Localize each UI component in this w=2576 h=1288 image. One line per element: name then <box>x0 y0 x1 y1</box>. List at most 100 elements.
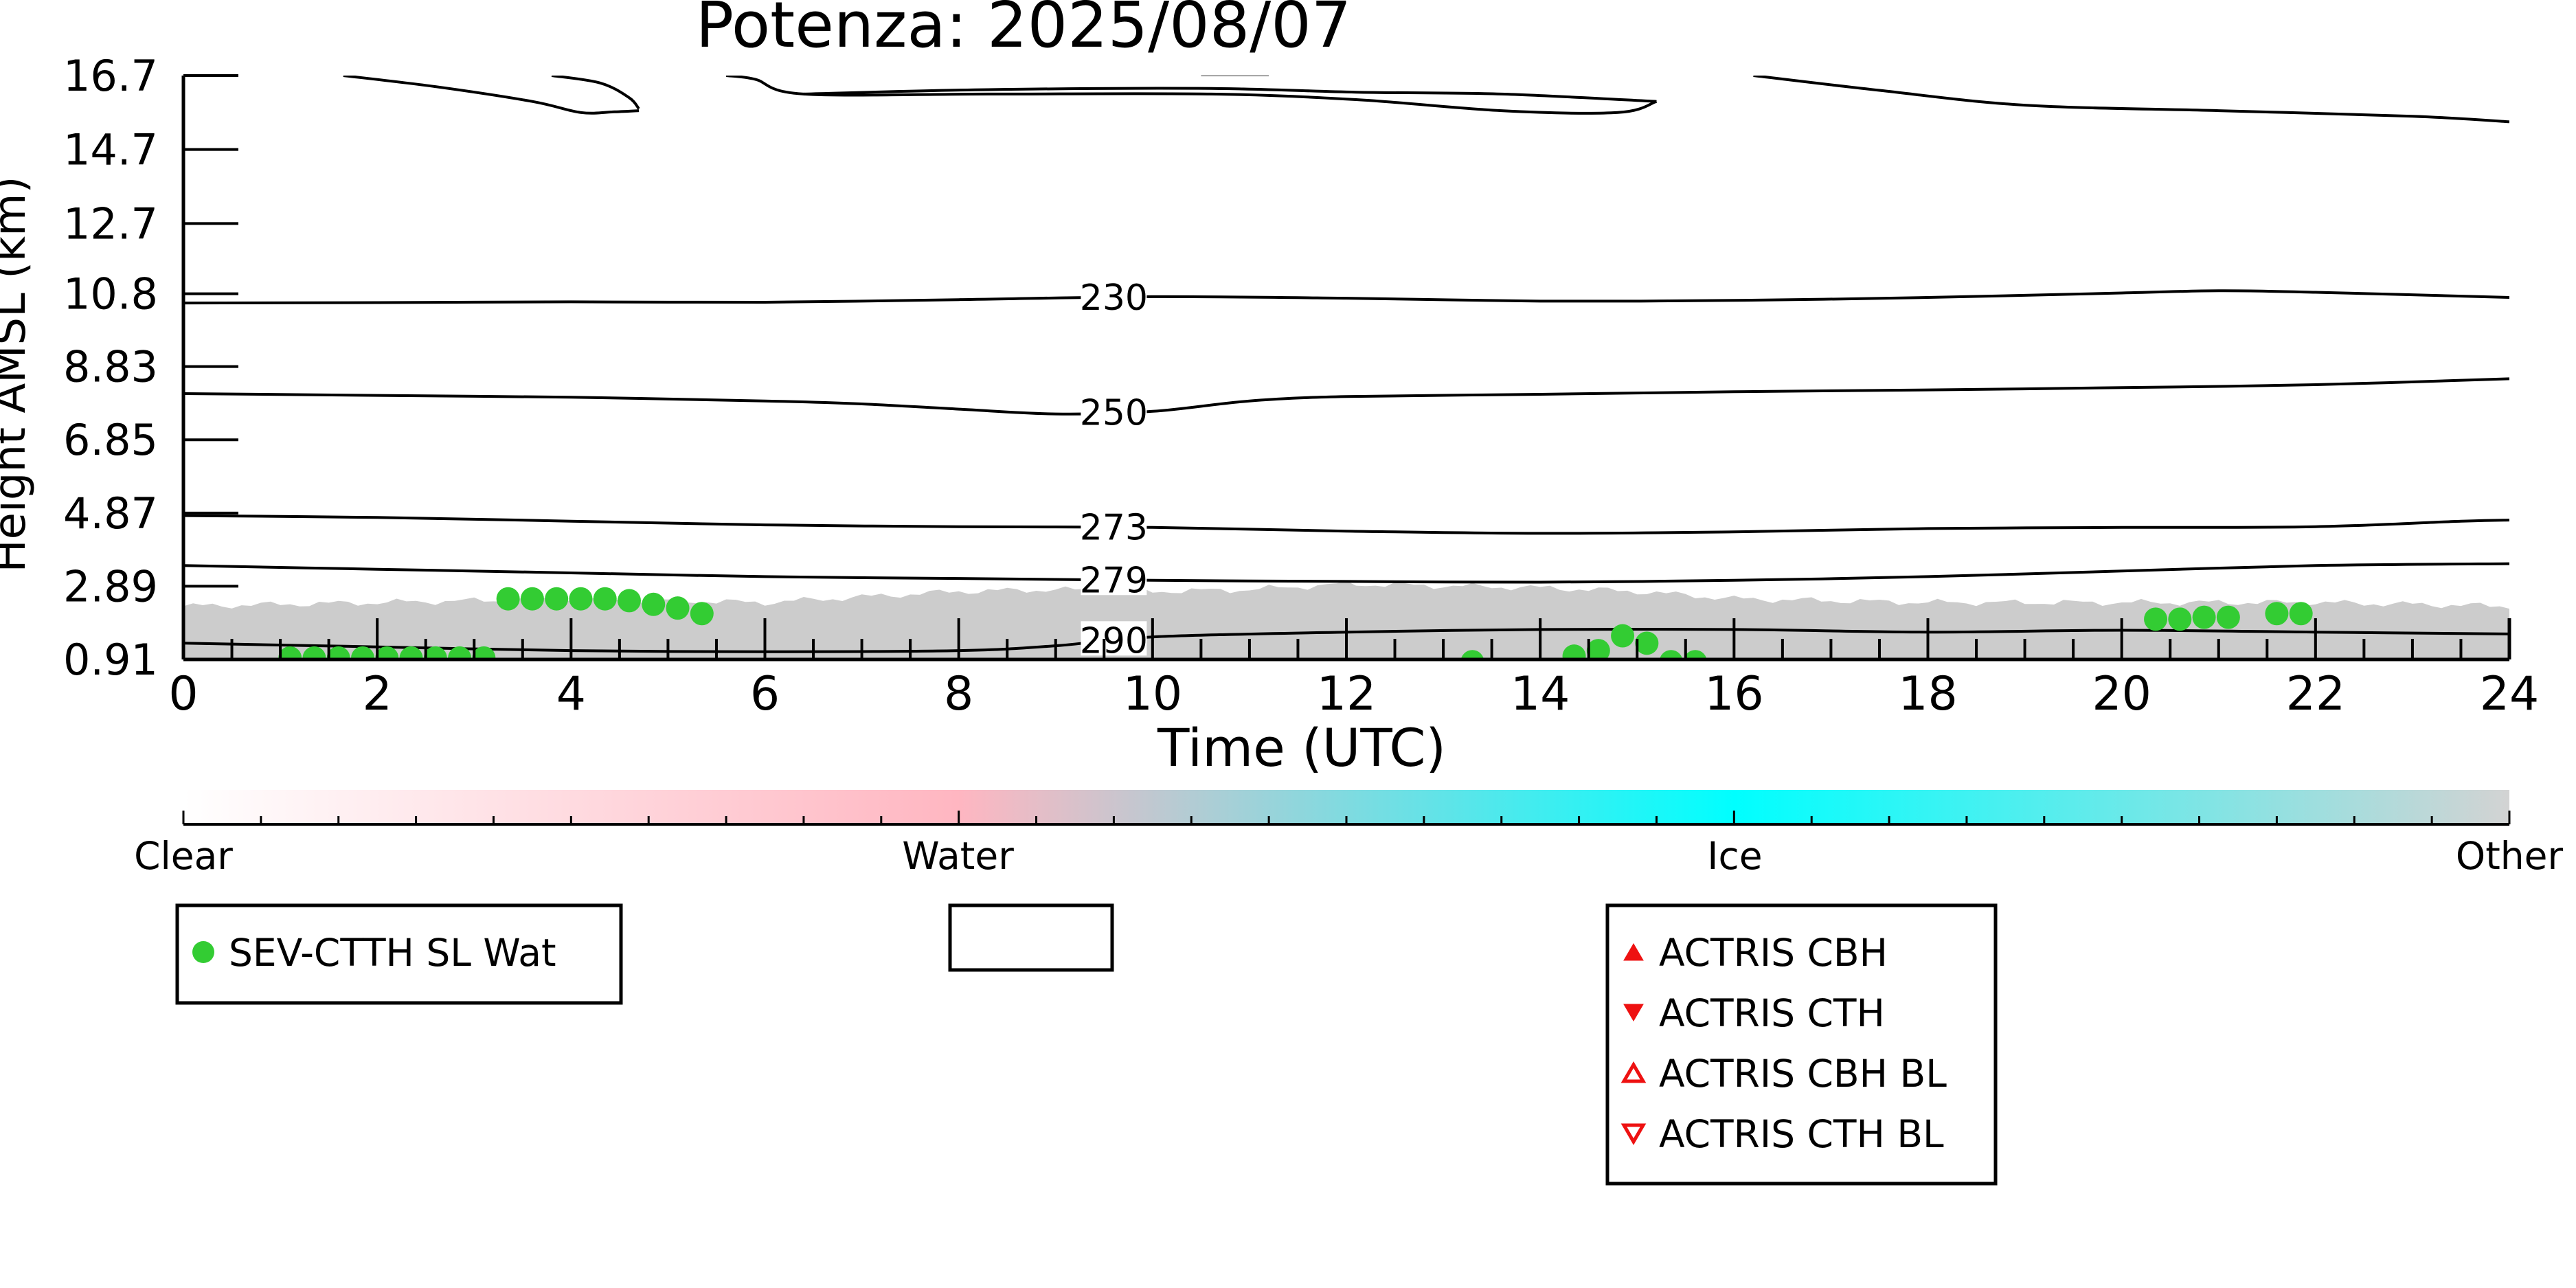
x-tick-label: 12 <box>1317 667 1377 721</box>
x-tick-label: 4 <box>556 667 586 721</box>
x-tick-label: 2 <box>363 667 392 721</box>
legend-box <box>1605 903 1998 1186</box>
data-point <box>278 646 302 659</box>
legend-marker <box>1623 943 1644 961</box>
x-tick-label: 6 <box>750 667 780 721</box>
isotherm-273-label: 273 <box>1080 508 1148 549</box>
legend-entry-label: ACTRIS CTH BL <box>1659 1112 1944 1156</box>
data-point <box>2216 605 2240 629</box>
isotherm-279-line <box>183 562 2509 584</box>
isotherm-230-label-bg <box>1081 278 1147 313</box>
legend-entry-label: ACTRIS CTH <box>1659 991 1885 1035</box>
data-point <box>448 646 472 659</box>
data-point <box>1659 650 1683 659</box>
legend-box <box>175 903 623 1005</box>
y-tick-label: 4.87 <box>63 488 158 539</box>
data-point <box>2168 607 2192 631</box>
data-point <box>326 646 350 659</box>
data-point <box>690 602 714 626</box>
x-tick-label: 22 <box>2286 667 2346 721</box>
x-tick-label: 18 <box>1898 667 1958 721</box>
tropopause-contour-0 <box>343 76 640 115</box>
isotherm-250-line <box>183 377 2509 416</box>
colorbar-label: Other <box>2456 834 2564 878</box>
data-point <box>617 589 641 613</box>
tropopause-contour-3 <box>803 87 1657 103</box>
tropopause-contour-2 <box>725 76 1658 115</box>
data-point <box>2289 602 2313 626</box>
data-point <box>1611 624 1635 648</box>
x-tick-label: 24 <box>2480 667 2540 721</box>
isotherm-230-line <box>183 289 2509 305</box>
isotherm-250-label-bg <box>1081 393 1147 428</box>
sev-ctth-series <box>278 587 2313 659</box>
chart-title: Potenza: 2025/08/07 <box>696 0 1352 62</box>
y-tick-label: 16.7 <box>63 51 158 101</box>
data-point <box>375 646 399 659</box>
tropopause-contour-5 <box>1753 76 2509 124</box>
y-tick-label: 14.7 <box>63 125 158 175</box>
x-tick-label: 0 <box>168 667 198 721</box>
data-point <box>1684 650 1707 659</box>
data-point <box>472 646 496 659</box>
y-tick-label: 6.85 <box>63 415 158 465</box>
isotherm-273-line <box>183 514 2509 535</box>
colorbar-label: Ice <box>1707 834 1762 878</box>
data-point <box>2192 605 2216 629</box>
legend-box <box>948 903 1114 972</box>
legend-marker <box>192 941 214 963</box>
isotherm-279-label-bg <box>1081 561 1147 596</box>
isotherm-290-label: 290 <box>1080 620 1148 662</box>
data-point <box>593 587 617 611</box>
y-tick-label: 2.89 <box>63 561 158 611</box>
data-point <box>1562 644 1586 659</box>
category-colorbar: Clear Water Ice Other <box>134 790 2563 878</box>
x-tick-label: 20 <box>2092 667 2151 721</box>
y-tick-label: 10.8 <box>63 269 158 319</box>
data-point <box>569 587 593 611</box>
data-point <box>2265 602 2289 626</box>
isotherm-250-label: 250 <box>1080 392 1148 433</box>
isotherm-273-label-bg <box>1081 508 1147 543</box>
tropopause-contour-1 <box>551 76 640 110</box>
data-point <box>1460 650 1484 659</box>
data-point <box>1635 631 1659 655</box>
x-tick-label: 8 <box>944 667 973 721</box>
y-axis-label: Height AMSL (km) <box>0 177 36 573</box>
x-axis-label: Time (UTC) <box>1157 717 1446 778</box>
data-point <box>2144 607 2168 631</box>
legends: SEV-CTTH SL Wat ACTRIS CBH ACTRIS CTH ACTRI… <box>175 903 1998 1186</box>
legend-entry-label: ACTRIS CBH BL <box>1659 1052 1947 1096</box>
y-tick-label: 12.7 <box>63 199 158 249</box>
data-point <box>302 646 326 659</box>
legend-marker <box>1620 1061 1647 1083</box>
colorbar-label: Clear <box>134 834 233 878</box>
data-point <box>399 646 423 659</box>
legend-entry-label: ACTRIS CBH <box>1659 931 1888 975</box>
data-point <box>423 646 447 659</box>
x-tick-label: 14 <box>1511 667 1570 721</box>
legend-marker <box>1623 1004 1644 1021</box>
data-point <box>351 646 374 659</box>
isotherm-279-label: 279 <box>1080 560 1148 601</box>
x-tick-label: 16 <box>1704 667 1764 721</box>
x-tick-label: 10 <box>1123 667 1183 721</box>
isotherm-290-label-bg <box>1081 621 1147 656</box>
data-point <box>496 587 520 611</box>
axes: 0 2 4 6 8 10 12 14 16 18 20 22 240.912.894.876.858.8… <box>63 51 2539 721</box>
data-point <box>520 587 544 611</box>
isotherm-230-label: 230 <box>1080 278 1148 319</box>
legend-entry-label: SEV-CTTH SL Wat <box>229 931 556 975</box>
data-point <box>666 596 690 620</box>
y-tick-label: 8.83 <box>63 342 158 392</box>
data-point <box>642 592 666 616</box>
isotherm-290-line <box>183 627 2509 653</box>
colorbar-label: Water <box>902 834 1014 878</box>
data-point <box>545 587 569 611</box>
isotherm-contours: 230 250 273 279 290 <box>183 76 2509 662</box>
data-point <box>1586 639 1610 659</box>
y-tick-label: 0.91 <box>63 635 158 685</box>
legend-marker <box>1620 1123 1647 1145</box>
